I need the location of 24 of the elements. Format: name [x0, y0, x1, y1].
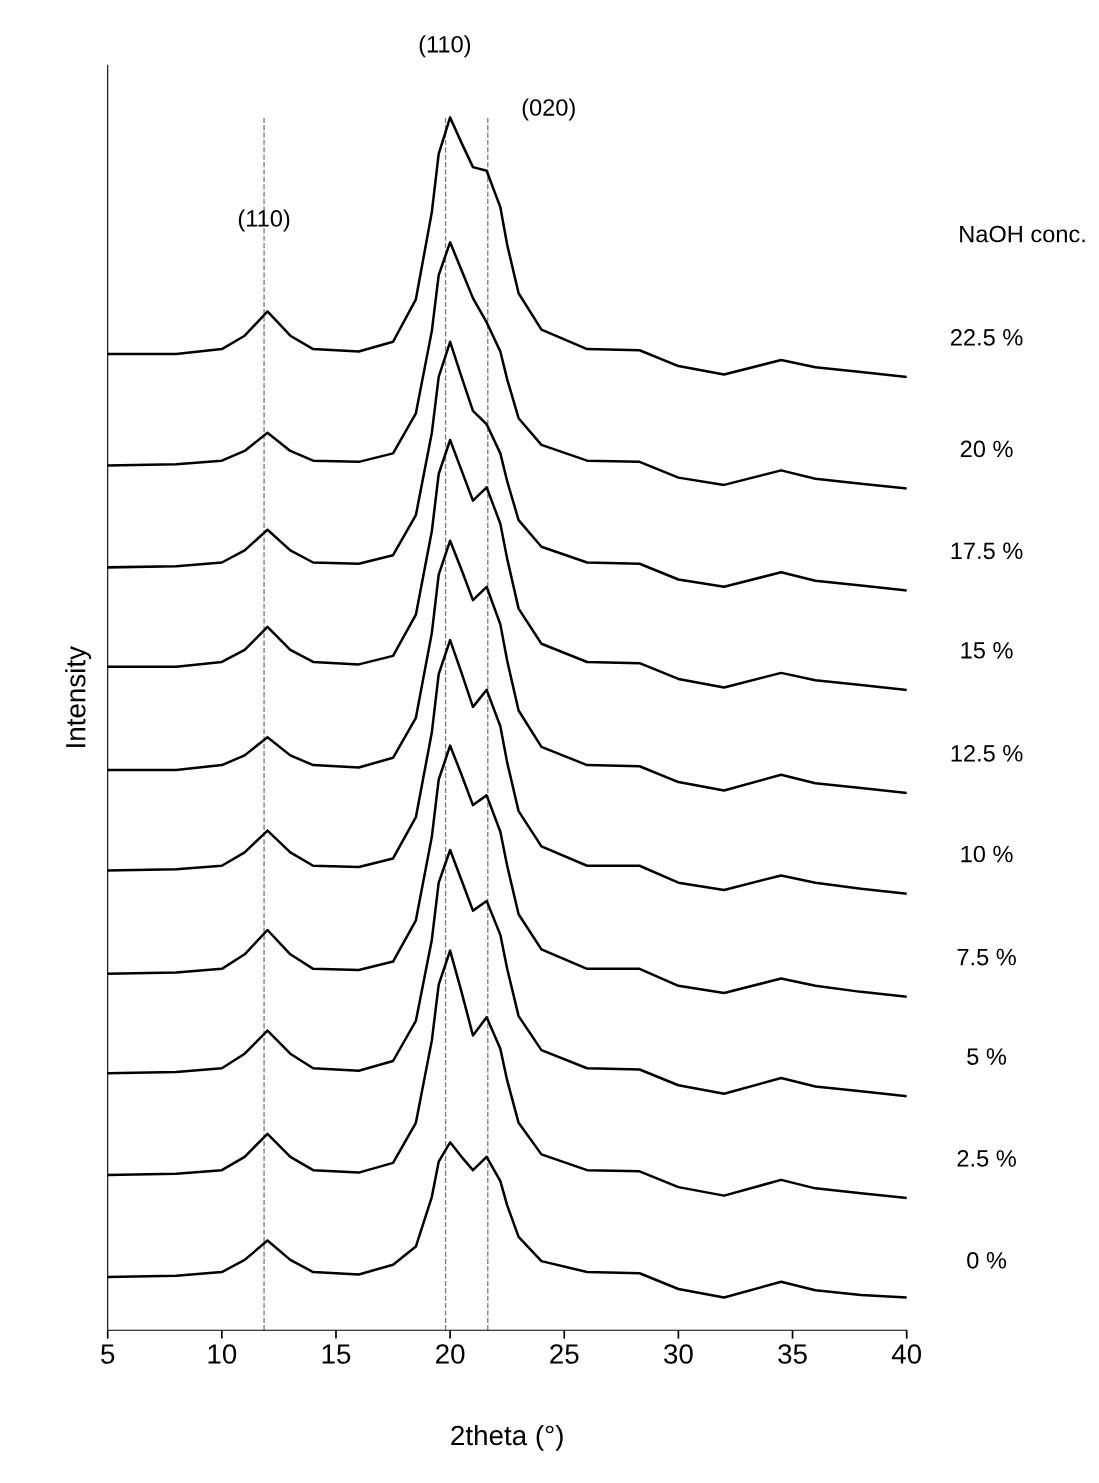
x-tick-label: 5: [101, 1344, 115, 1364]
text: 7.5 %: [957, 948, 1016, 966]
text: 22.5 %: [951, 328, 1023, 346]
text: 15 %: [961, 641, 1013, 659]
x-tick-label: 35: [778, 1344, 807, 1364]
x-tick-label: 25: [550, 1344, 579, 1364]
y-axis-title: Intensity: [65, 646, 92, 747]
annotation: (020): [522, 98, 575, 121]
text: 5 %: [967, 1048, 1007, 1065]
annotation: (110): [238, 209, 290, 232]
text: 20 %: [960, 440, 1013, 458]
text: (110): [419, 35, 471, 58]
text: NaOH conc.: [960, 225, 1085, 243]
x-tick-label: 30: [664, 1344, 693, 1364]
x-axis-title: 2theta (°): [451, 1424, 563, 1451]
text: 17.5 %: [951, 542, 1023, 560]
x-tick-label: 20: [436, 1344, 465, 1364]
text: 2.5 %: [957, 1150, 1016, 1167]
x-tick-label: 40: [891, 1344, 922, 1364]
text: 10 %: [961, 845, 1013, 863]
x-tick-label: 10: [208, 1344, 237, 1364]
text: 0 %: [967, 1251, 1007, 1269]
x-tick-label: 15: [322, 1344, 351, 1364]
text: 12.5 %: [951, 744, 1023, 762]
